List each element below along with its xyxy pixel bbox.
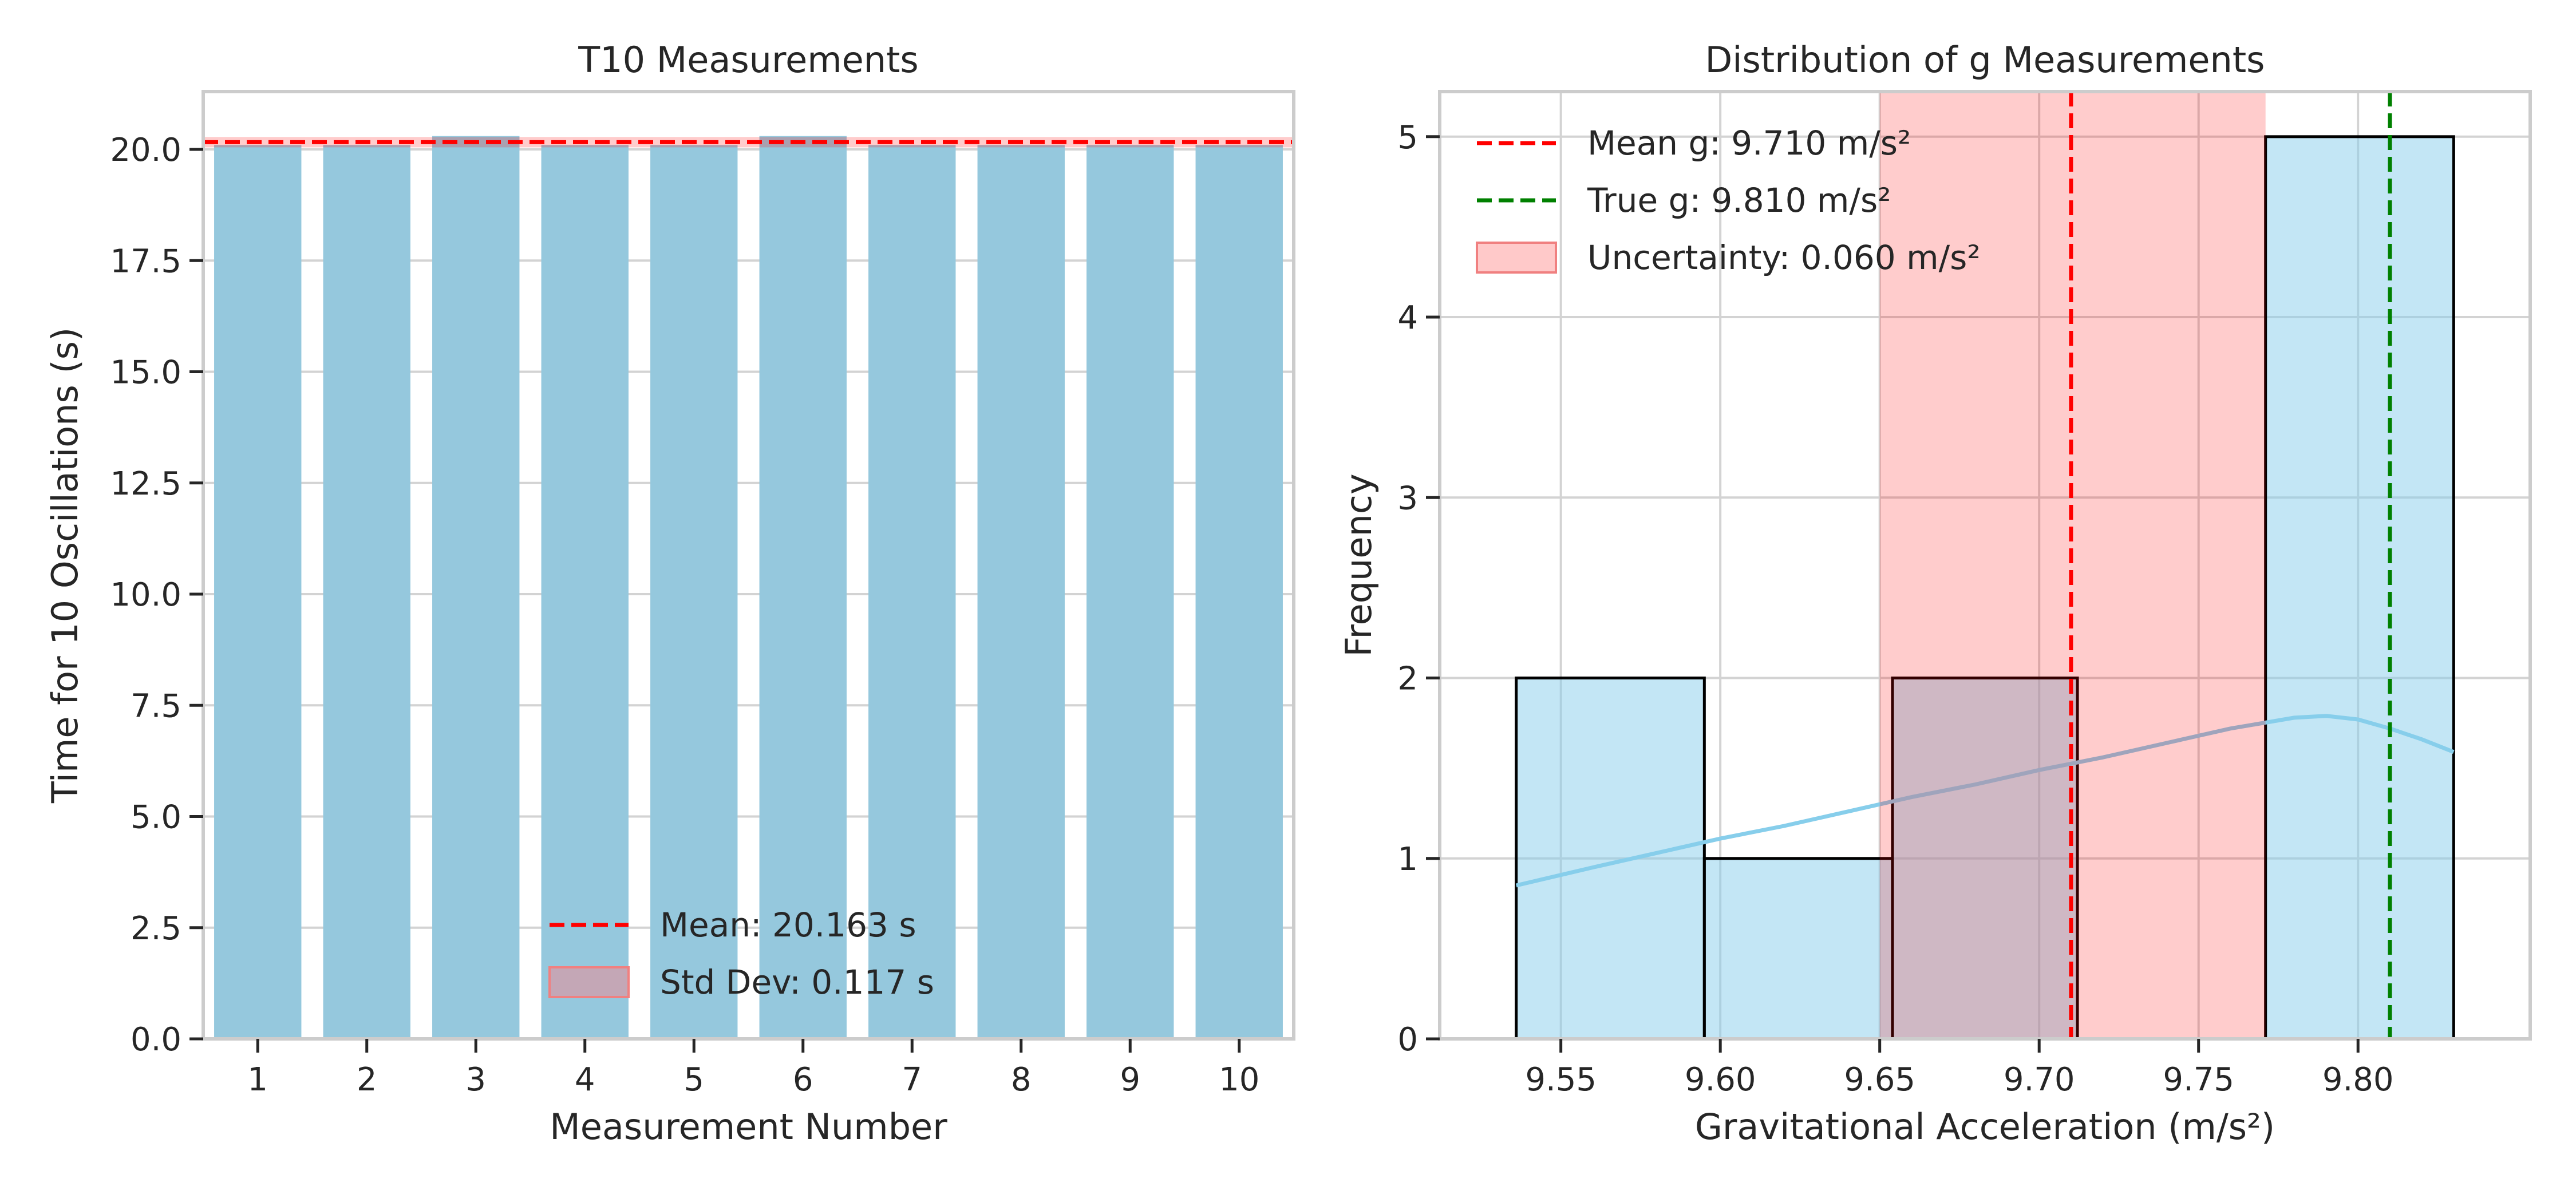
right-bars — [1515, 135, 2455, 1041]
left-x-tick-label: 1 — [247, 1061, 268, 1098]
left-x-tick-label: 6 — [793, 1061, 813, 1098]
left-x-tick-label: 5 — [683, 1061, 704, 1098]
left-x-tick-label: 9 — [1120, 1061, 1140, 1098]
right-histogram-bar — [1702, 857, 1894, 1041]
right-chart-title: Distribution of g Measurements — [1705, 39, 2265, 81]
right-histogram-bar — [1515, 677, 1706, 1041]
right-plot-frame — [1438, 90, 2532, 1041]
left-bar — [323, 145, 410, 1039]
left-y-tick-label: 0.0 — [131, 1021, 181, 1058]
left-x-tick-label: 2 — [357, 1061, 377, 1098]
right-y-axis-label: Frequency — [1338, 473, 1380, 657]
right-histogram-bar — [1891, 677, 2079, 1041]
right-histogram-bar — [2264, 135, 2455, 1041]
left-x-tick-label: 3 — [465, 1061, 486, 1098]
right-overlay — [1879, 92, 2392, 1039]
left-bar — [541, 145, 629, 1039]
right-y-tick-label: 5 — [1397, 119, 1418, 156]
left-x-tick-label: 7 — [902, 1061, 922, 1098]
right-x-tick-label: 9.65 — [1844, 1061, 1915, 1098]
left-y-tick-label: 15.0 — [110, 354, 181, 392]
t10-bar-chart: 0.0 2.5 5.0 7.5 10.0 12.5 15.0 17.5 20.0 1 2 3 4 5 6 7 8… — [44, 39, 1295, 1148]
right-x-tick-label: 9.75 — [2163, 1061, 2234, 1098]
left-x-tick-label: 10 — [1219, 1061, 1259, 1098]
left-bar — [650, 145, 738, 1039]
left-legend-std-label: Std Dev: 0.117 s — [660, 963, 934, 1002]
left-bar — [868, 145, 956, 1039]
left-bar — [977, 145, 1065, 1039]
left-plot-frame — [202, 90, 1295, 1041]
right-x-tick-label: 9.60 — [1685, 1061, 1756, 1098]
right-y-tick-label: 3 — [1397, 480, 1418, 517]
left-y-tick-label: 5.0 — [131, 799, 181, 836]
right-legend-uncertainty-swatch — [1476, 242, 1557, 274]
left-bar — [214, 145, 302, 1039]
left-bar — [1195, 145, 1283, 1039]
left-y-tick-label: 10.0 — [110, 576, 181, 614]
right-y-tick-label: 1 — [1397, 841, 1418, 878]
left-y-tick-label: 7.5 — [131, 687, 181, 725]
right-legend-true-label: True g: 9.810 m/s² — [1587, 181, 1891, 220]
left-x-tick-label: 8 — [1011, 1061, 1032, 1098]
right-legend: Mean g: 9.710 m/s² True g: 9.810 m/s² Unce… — [1476, 124, 1981, 277]
left-legend-mean-label: Mean: 20.163 s — [660, 906, 916, 944]
left-bars — [214, 136, 1283, 1039]
left-legend: Mean: 20.163 s Std Dev: 0.117 s — [548, 906, 934, 1002]
left-ticks: 0.0 2.5 5.0 7.5 10.0 12.5 15.0 17.5 20.0 1 2 3 4 5 6 7 8… — [110, 132, 1259, 1098]
left-bar — [432, 136, 520, 1039]
left-y-tick-label: 20.0 — [110, 132, 181, 169]
left-y-tick-label: 17.5 — [110, 243, 181, 280]
left-y-tick-label: 2.5 — [131, 910, 181, 947]
right-kde-curve — [1515, 714, 2455, 888]
left-x-axis-label: Measurement Number — [550, 1106, 947, 1148]
right-legend-uncertainty-label: Uncertainty: 0.060 m/s² — [1587, 238, 1981, 277]
left-bar — [1086, 145, 1174, 1039]
right-x-tick-label: 9.70 — [2004, 1061, 2075, 1098]
left-x-tick-label: 4 — [575, 1061, 595, 1098]
right-x-axis-label: Gravitational Acceleration (m/s²) — [1695, 1106, 2275, 1148]
g-histogram-chart: 9.55 9.60 9.65 9.70 9.75 9.80 0 1 2 3 4 5 Distribut… — [1338, 39, 2532, 1148]
left-legend-std-swatch — [548, 966, 630, 998]
right-y-tick-label: 0 — [1397, 1021, 1418, 1058]
left-y-axis-label: Time for 10 Oscillations (s) — [44, 327, 86, 804]
right-x-tick-label: 9.55 — [1525, 1061, 1597, 1098]
right-legend-mean-label: Mean g: 9.710 m/s² — [1587, 124, 1911, 163]
right-y-tick-label: 4 — [1397, 299, 1418, 337]
right-x-tick-label: 9.80 — [2322, 1061, 2394, 1098]
right-y-tick-label: 2 — [1397, 661, 1418, 698]
left-bar — [759, 136, 847, 1039]
left-overlay — [203, 137, 1294, 148]
right-ticks: 9.55 9.60 9.65 9.70 9.75 9.80 0 1 2 3 4 5 — [1397, 119, 2393, 1098]
left-y-tick-label: 12.5 — [110, 465, 181, 503]
left-chart-title: T10 Measurements — [578, 39, 918, 81]
